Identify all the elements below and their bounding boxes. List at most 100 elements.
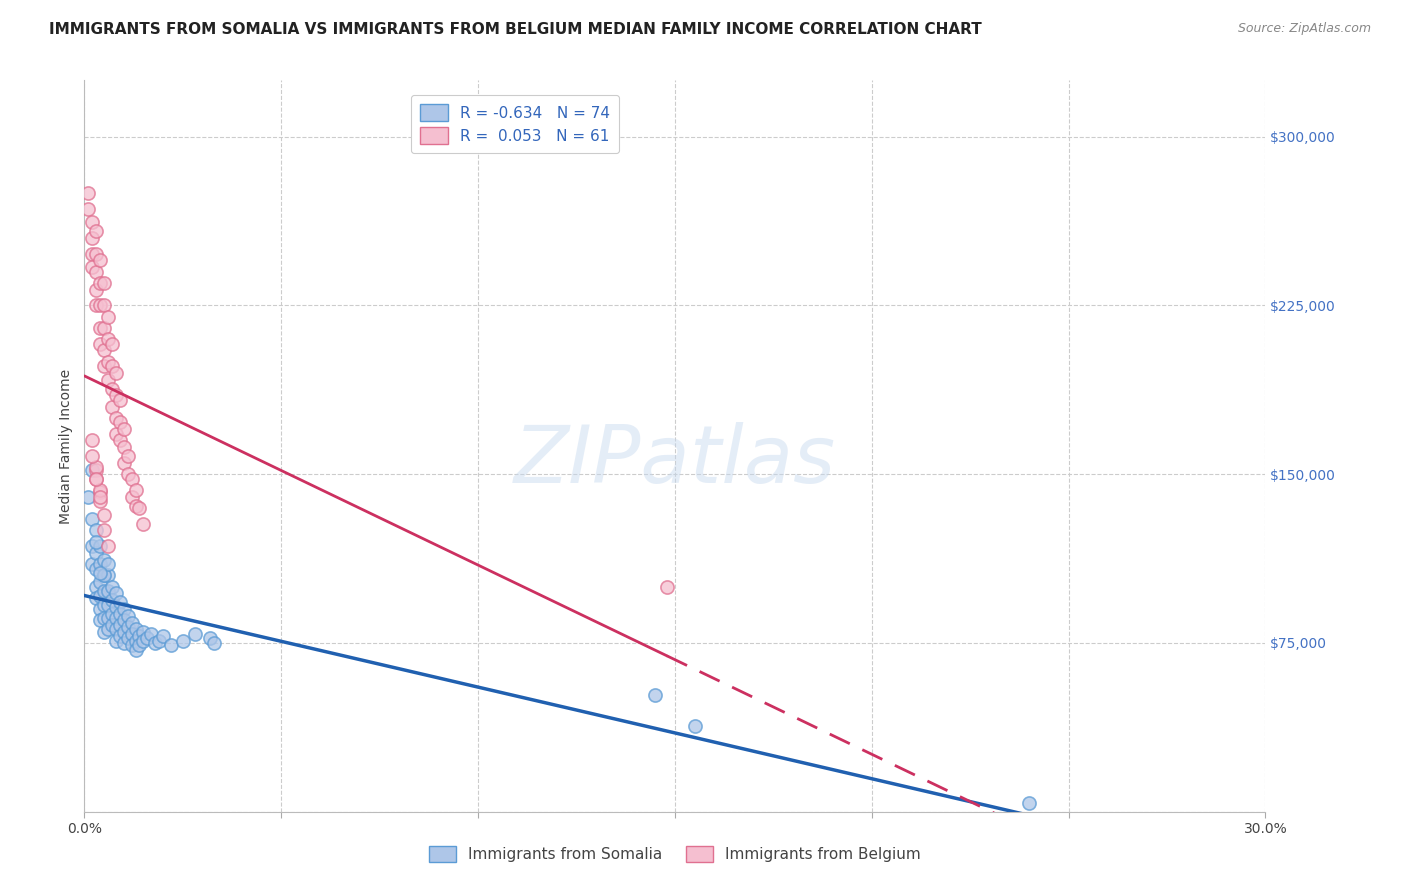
Point — [97, 598, 120, 612]
Point — [84, 298, 107, 312]
Point — [121, 490, 143, 504]
Point — [112, 440, 135, 454]
Point — [132, 516, 155, 531]
Point — [89, 276, 111, 290]
Point — [136, 632, 159, 646]
Point — [97, 354, 120, 368]
Point — [112, 602, 135, 616]
Point — [128, 638, 150, 652]
Point — [84, 264, 107, 278]
Point — [172, 633, 194, 648]
Point — [89, 575, 111, 590]
Point — [89, 490, 111, 504]
Point — [124, 633, 146, 648]
Point — [84, 580, 107, 594]
Point — [89, 298, 111, 312]
Point — [148, 633, 170, 648]
Point — [104, 623, 127, 637]
Point — [121, 472, 143, 486]
Point — [84, 591, 107, 605]
Point — [93, 611, 115, 625]
Point — [93, 359, 115, 373]
Point — [108, 392, 131, 407]
Point — [93, 568, 115, 582]
Point — [101, 580, 124, 594]
Point — [93, 524, 115, 538]
Point — [202, 636, 225, 650]
Point — [101, 607, 124, 621]
Point — [82, 512, 104, 526]
Point — [104, 633, 127, 648]
Point — [124, 483, 146, 497]
Point — [84, 546, 107, 560]
Point — [84, 472, 107, 486]
Point — [89, 589, 111, 603]
Point — [89, 602, 111, 616]
Point — [108, 629, 131, 643]
Point — [93, 624, 115, 639]
Point — [84, 562, 107, 576]
Point — [77, 490, 100, 504]
Point — [89, 566, 111, 581]
Point — [108, 618, 131, 632]
Point — [108, 434, 131, 448]
Point — [97, 568, 120, 582]
Point — [117, 608, 139, 623]
Point — [89, 557, 111, 571]
Point — [93, 321, 115, 335]
Point — [104, 586, 127, 600]
Point — [112, 624, 135, 639]
Text: IMMIGRANTS FROM SOMALIA VS IMMIGRANTS FROM BELGIUM MEDIAN FAMILY INCOME CORRELAT: IMMIGRANTS FROM SOMALIA VS IMMIGRANTS FR… — [49, 22, 981, 37]
Point — [89, 336, 111, 351]
Point — [124, 623, 146, 637]
Point — [93, 584, 115, 599]
Point — [683, 719, 706, 733]
Point — [89, 321, 111, 335]
Point — [93, 508, 115, 522]
Point — [121, 615, 143, 630]
Point — [93, 568, 115, 582]
Point — [117, 632, 139, 646]
Point — [93, 343, 115, 358]
Point — [82, 539, 104, 553]
Point — [104, 366, 127, 380]
Point — [124, 642, 146, 657]
Point — [101, 618, 124, 632]
Point — [117, 449, 139, 463]
Point — [84, 462, 107, 476]
Point — [89, 614, 111, 628]
Point — [104, 426, 127, 441]
Point — [121, 627, 143, 641]
Point — [200, 632, 222, 646]
Point — [84, 534, 107, 549]
Point — [132, 633, 155, 648]
Point — [112, 614, 135, 628]
Point — [112, 636, 135, 650]
Point — [1018, 796, 1040, 810]
Point — [82, 462, 104, 476]
Point — [97, 310, 120, 324]
Point — [82, 231, 104, 245]
Point — [101, 359, 124, 373]
Point — [101, 382, 124, 396]
Point — [128, 629, 150, 643]
Point — [104, 611, 127, 625]
Point — [104, 599, 127, 614]
Point — [97, 539, 120, 553]
Point — [108, 416, 131, 430]
Point — [101, 400, 124, 414]
Point — [112, 456, 135, 470]
Point — [89, 485, 111, 500]
Point — [84, 283, 107, 297]
Point — [84, 472, 107, 486]
Text: ZIPatlas: ZIPatlas — [513, 422, 837, 500]
Point — [152, 629, 174, 643]
Point — [141, 627, 163, 641]
Point — [655, 580, 678, 594]
Point — [82, 557, 104, 571]
Point — [77, 186, 100, 200]
Point — [97, 332, 120, 346]
Point — [82, 449, 104, 463]
Point — [124, 499, 146, 513]
Point — [108, 607, 131, 621]
